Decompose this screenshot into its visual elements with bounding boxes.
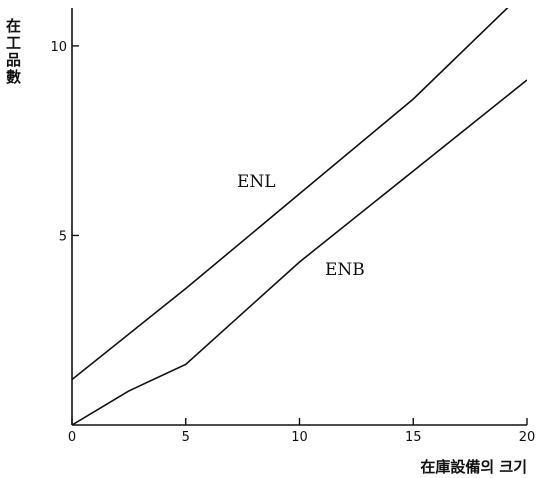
series-label-enb: ENB: [325, 260, 365, 280]
y-axis-title-char: 在: [6, 17, 21, 35]
x-tick-label: 5: [182, 430, 190, 445]
x-ticks: 0 5 10 15 20: [68, 418, 535, 445]
x-tick-label: 0: [68, 430, 76, 445]
series-label-enl: ENL: [237, 172, 276, 192]
y-ticks: 5 10: [50, 40, 79, 244]
series-lines: [72, 8, 527, 425]
plot-frame: [71, 8, 527, 426]
y-axis-title-char: 工: [6, 34, 21, 52]
series-line-enl: [72, 8, 509, 381]
y-axis-title-char: 品: [6, 51, 21, 69]
y-axis-title-char: 數: [6, 68, 21, 86]
x-tick-label: 10: [291, 430, 308, 445]
y-tick-label: 10: [50, 40, 67, 55]
x-tick-label: 20: [519, 430, 536, 445]
x-tick-label: 15: [405, 430, 422, 445]
y-axis-title: 在 工 品 數: [6, 17, 21, 86]
series-labels: ENL ENB: [237, 172, 365, 280]
y-tick-label: 5: [59, 229, 67, 244]
x-axis-title: 在庫設備의 크기: [420, 458, 527, 476]
series-line-enb: [72, 79, 527, 425]
